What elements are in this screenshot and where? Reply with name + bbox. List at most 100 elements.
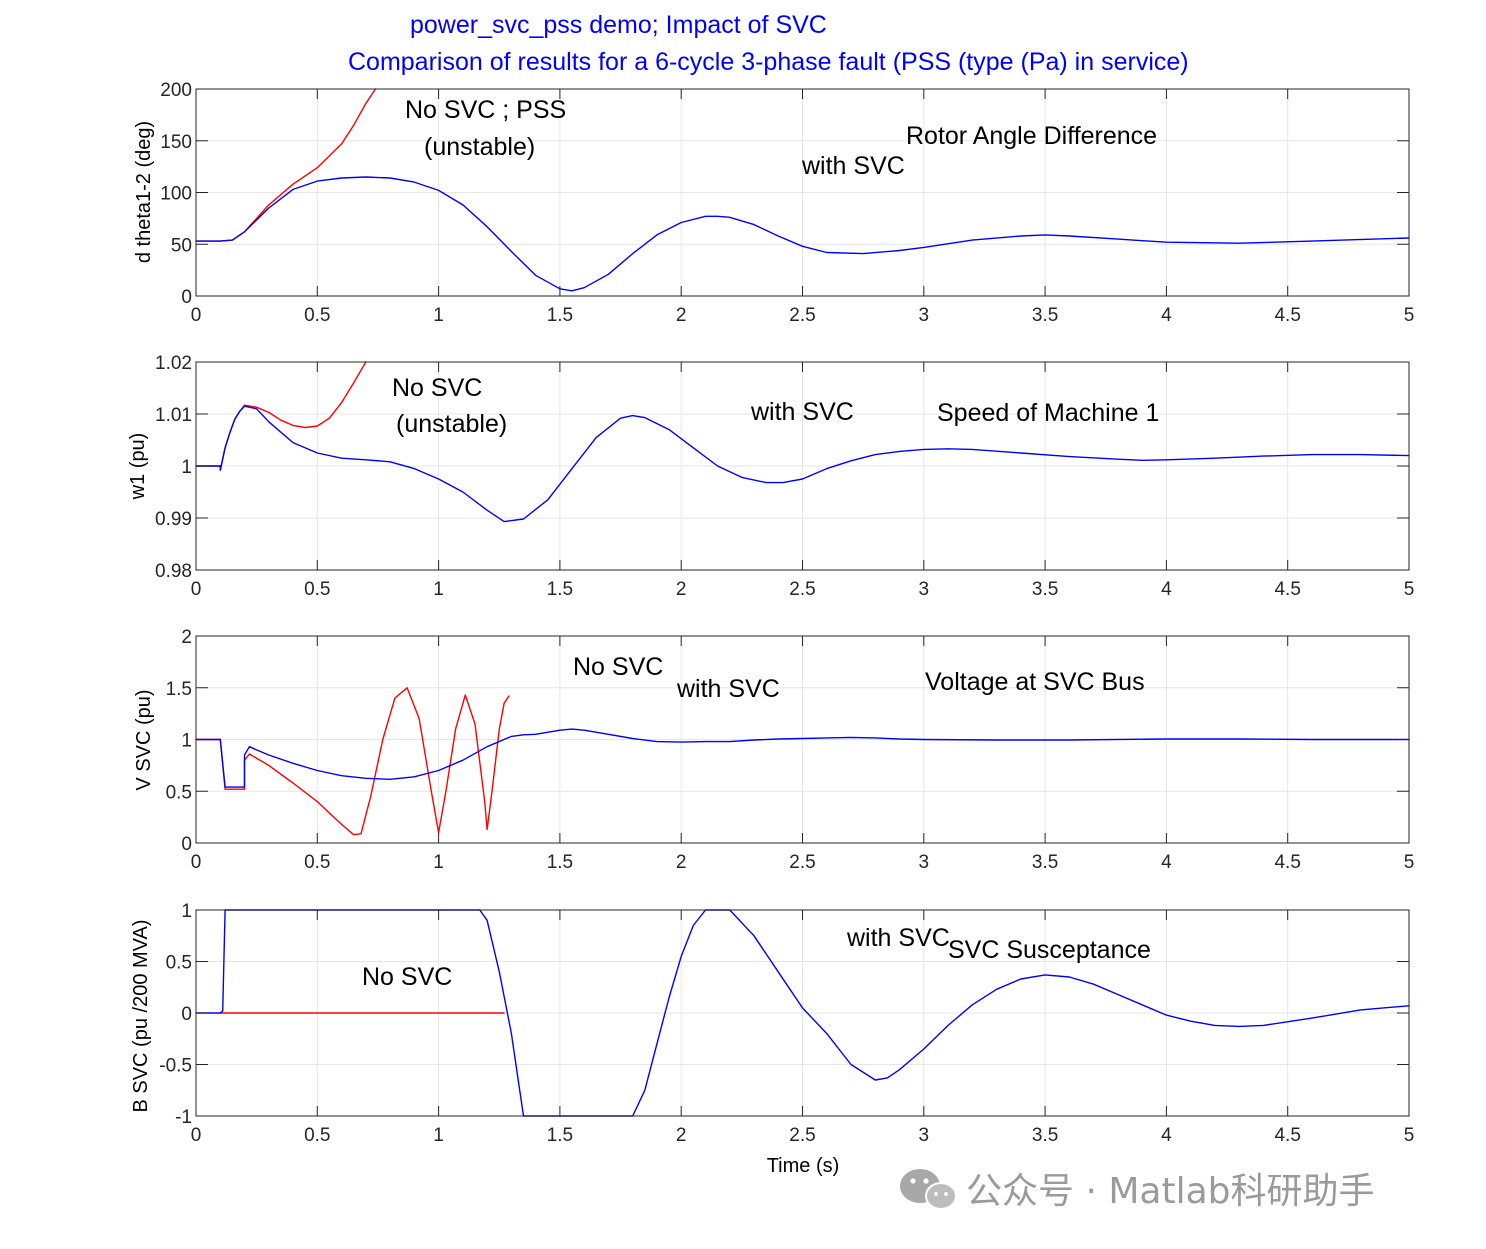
x-tick-labels: 0 0.5 1 1.5 2 2.5 3 3.5 4 4.5 5 (191, 1125, 1415, 1146)
x-tick-labels: 0 0.5 1 1.5 2 2.5 3 3.5 4 4.5 5 (191, 852, 1415, 873)
y-axis-label: w1 (pu) (127, 433, 149, 501)
y-tick-label: 200 (160, 80, 192, 101)
y-tick-label: 1.5 (166, 679, 192, 700)
series-with-svc-line (195, 405, 1410, 523)
x-tick-label: 1 (433, 305, 444, 326)
tick-marks (195, 88, 1410, 297)
x-tick-label: 3 (919, 852, 930, 873)
y-axis-label: B SVC (pu /200 MVA) (130, 919, 152, 1112)
series-with-svc-line (195, 728, 1410, 788)
x-tick-label: 1.5 (547, 852, 573, 873)
x-tick-label: 5 (1404, 579, 1415, 600)
tick-marks (195, 635, 1410, 844)
series-no-svc-line (195, 687, 510, 836)
series-lines (195, 361, 1410, 523)
x-tick-label: 0.5 (304, 852, 330, 873)
annotation-no-svc: No SVC (392, 374, 482, 402)
wechat-icon (900, 1169, 957, 1210)
x-tick-label: 1 (433, 1125, 444, 1146)
series-no-svc-line (195, 88, 377, 242)
y-tick-label: 2 (181, 627, 192, 648)
y-axis-label: V SVC (pu) (133, 689, 155, 790)
x-tick-label: 4 (1161, 305, 1172, 326)
series-with-svc-line (195, 176, 1410, 292)
subplot-machine-speed: 0 0.5 1 1.5 2 2.5 3 3.5 4 4.5 5 0.980.9911.011.02 … (127, 353, 1414, 600)
x-tick-label: 0 (191, 305, 202, 326)
annotation-no-svc: No SVC (573, 653, 663, 681)
x-tick-label: 4 (1161, 852, 1172, 873)
y-tick-labels: 0 0.5 1 1.5 2 (166, 627, 192, 855)
x-tick-label: 0.5 (304, 579, 330, 600)
series-lines (195, 687, 1410, 836)
y-tick-label: 1 (181, 901, 192, 922)
x-tick-label: 2.5 (789, 305, 815, 326)
x-tick-label: 3.5 (1032, 579, 1058, 600)
annotation-no-svc: No SVC (362, 963, 452, 991)
x-tick-label: 2 (676, 1125, 687, 1146)
y-tick-label: 0.5 (166, 782, 192, 803)
annotation-plot-title: Rotor Angle Difference (906, 122, 1157, 150)
series-with-svc-line (195, 909, 1410, 1117)
x-tick-label: 4.5 (1274, 1125, 1300, 1146)
annotation-with-svc: with SVC (750, 398, 854, 426)
grid-lines (195, 88, 1410, 297)
annotation-unstable: (unstable) (396, 410, 507, 438)
y-tick-label: 1.02 (155, 353, 192, 374)
series-lines (195, 88, 1410, 292)
x-tick-label: 1.5 (547, 1125, 573, 1146)
x-tick-label: 4.5 (1274, 852, 1300, 873)
subplot-svc-susceptance: 0 0.5 1 1.5 2 2.5 3 3.5 4 4.5 5 -1 -0.5 0 0.5 1 B SVC … (130, 901, 1414, 1146)
x-axis-label: Time (s) (767, 1155, 840, 1177)
y-tick-label: 1 (181, 731, 192, 752)
series-lines (195, 909, 1410, 1117)
annotation-with-svc: with SVC (676, 675, 780, 703)
y-tick-label: 100 (160, 184, 192, 205)
x-tick-label: 3.5 (1032, 852, 1058, 873)
y-tick-label: 0 (181, 1004, 192, 1025)
y-tick-label: 50 (171, 235, 192, 256)
y-tick-label: 0.5 (166, 953, 192, 974)
x-tick-label: 4 (1161, 1125, 1172, 1146)
y-tick-label: -0.5 (159, 1056, 192, 1077)
x-tick-label: 3 (919, 1125, 930, 1146)
x-tick-label: 2.5 (789, 852, 815, 873)
x-tick-label: 2 (676, 852, 687, 873)
annotation-with-svc: with SVC (846, 924, 950, 952)
x-tick-label: 2.5 (789, 1125, 815, 1146)
annotation-plot-title: Voltage at SVC Bus (925, 668, 1145, 696)
tick-marks (195, 361, 1410, 571)
x-tick-label: 0 (191, 579, 202, 600)
annotation-plot-title: Speed of Machine 1 (937, 399, 1159, 427)
x-tick-label: 4.5 (1274, 305, 1300, 326)
watermark-text: 公众号 · Matlab科研助手 (966, 1171, 1374, 1212)
y-tick-labels: 0 50 100 150 200 (160, 80, 192, 308)
y-tick-label: -1 (175, 1107, 192, 1128)
y-tick-label: 1.01 (155, 405, 192, 426)
series-no-svc-line (195, 361, 367, 471)
x-tick-label: 3.5 (1032, 305, 1058, 326)
x-tick-label: 3.5 (1032, 1125, 1058, 1146)
x-tick-label: 2 (676, 579, 687, 600)
x-tick-label: 3 (919, 305, 930, 326)
annotation-unstable: (unstable) (424, 133, 535, 161)
annotation-no-svc: No SVC ; PSS (405, 96, 566, 124)
x-tick-label: 4.5 (1274, 579, 1300, 600)
y-tick-label: 1 (181, 457, 192, 478)
x-tick-label: 0 (191, 852, 202, 873)
annotation-plot-title: SVC Susceptance (948, 936, 1151, 964)
x-tick-label: 5 (1404, 852, 1415, 873)
y-tick-labels: 0.98 0.99 1 1.01 1.02 (155, 353, 192, 582)
annotation-with-svc: with SVC (801, 152, 905, 180)
tick-marks (195, 909, 1410, 1117)
x-tick-label: 5 (1404, 305, 1415, 326)
x-tick-label: 1 (433, 852, 444, 873)
x-tick-label: 0.5 (304, 1125, 330, 1146)
x-tick-label: 1 (433, 579, 444, 600)
x-tick-label: 3 (919, 579, 930, 600)
y-tick-label: 0.99 (155, 509, 192, 530)
y-tick-label: 0 (181, 287, 192, 308)
figure-title-line-2: Comparison of results for a 6-cycle 3-ph… (348, 48, 1189, 76)
x-tick-label: 0 (191, 1125, 202, 1146)
x-tick-label: 1.5 (547, 305, 573, 326)
